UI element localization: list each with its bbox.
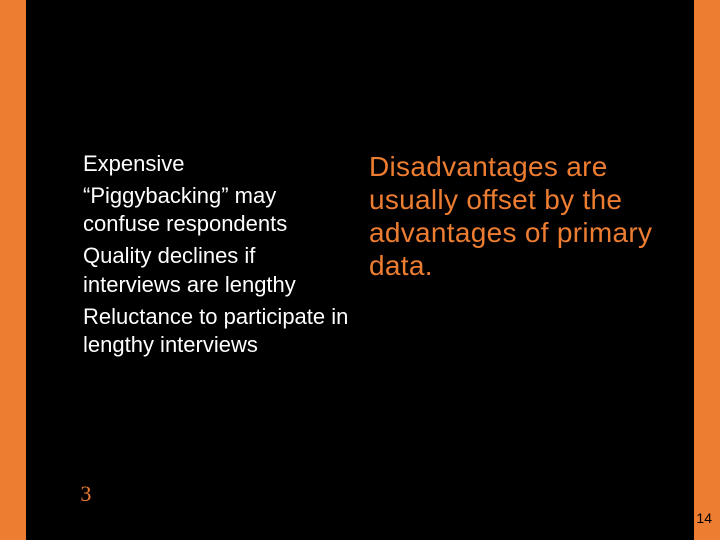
title-line-1: Disadvantages ofPrimary Data <box>178 10 541 110</box>
bullet-text: “Piggybacking” may confuse respondents <box>83 182 355 238</box>
diamond-icon <box>52 187 72 207</box>
list-item: “Piggybacking” may confuse respondents <box>55 182 355 238</box>
list-item: Quality declines if interviews are lengt… <box>55 242 355 298</box>
list-item: Expensive <box>55 150 355 178</box>
diamond-icon <box>52 248 72 268</box>
bullets-column: Expensive “Piggybacking” may confuse res… <box>55 150 355 363</box>
diamond-icon <box>52 155 72 175</box>
bullet-text: Quality declines if interviews are lengt… <box>83 242 355 298</box>
list-item: Reluctance to participate in lengthy int… <box>55 303 355 359</box>
content-area: Expensive “Piggybacking” may confuse res… <box>55 150 690 363</box>
lo-label: LO <box>34 484 79 521</box>
bullet-text: Reluctance to participate in lengthy int… <box>83 303 355 359</box>
page-number: 14 <box>696 510 712 526</box>
callout-text: Disadvantages are usually offset by the … <box>369 151 652 281</box>
bullet-text: Expensive <box>83 150 185 178</box>
diamond-icon <box>52 308 72 328</box>
bullet-list: Expensive “Piggybacking” may confuse res… <box>55 150 355 359</box>
slide-title: Disadvantages ofPrimary Data <box>0 12 720 109</box>
lo-number: 3 <box>80 481 91 506</box>
callout-column: Disadvantages are usually offset by the … <box>369 150 690 363</box>
lo-badge: LO3 <box>34 481 91 522</box>
